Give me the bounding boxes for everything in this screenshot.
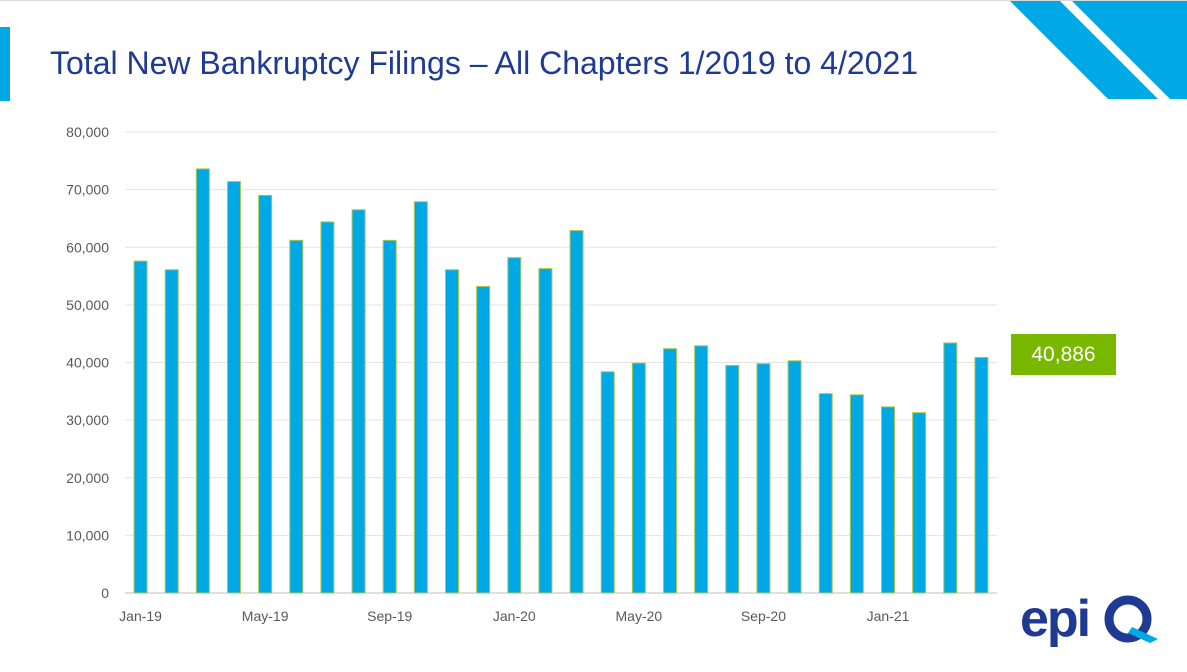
- bar-apr-21: [974, 356, 989, 594]
- bar-feb-19: [164, 269, 179, 594]
- bar-mar-21: [943, 342, 958, 594]
- chart-title: Total New Bankruptcy Filings – All Chapt…: [50, 45, 919, 81]
- gridlines: [125, 131, 997, 594]
- bar-dec-19: [476, 285, 491, 594]
- y-tick-label: 70,000: [66, 182, 109, 198]
- bar-feb-20: [538, 268, 553, 594]
- bar-oct-19: [413, 201, 428, 594]
- svg-text:epi: epi: [1020, 591, 1089, 648]
- bar-mar-20: [569, 230, 584, 594]
- bar-sep-19: [382, 239, 397, 594]
- bars: [133, 168, 989, 594]
- y-tick-label: 0: [101, 585, 109, 601]
- bar-jan-19: [133, 260, 148, 594]
- bar-oct-20: [787, 360, 802, 594]
- bar-apr-19: [227, 181, 241, 594]
- bar-jul-20: [694, 345, 709, 594]
- x-tick-label: Jan-19: [119, 608, 162, 624]
- bar-aug-19: [351, 209, 366, 594]
- y-tick-label: 40,000: [66, 355, 109, 371]
- y-axis-tick-labels: 0 10,000 20,000 30,000 40,000 50,000 60,000 70,…: [66, 124, 109, 601]
- bar-aug-20: [725, 364, 740, 594]
- y-tick-label: 10,000: [66, 527, 109, 543]
- bar-nov-20: [818, 393, 833, 594]
- bar-may-20: [631, 362, 646, 594]
- bar-sep-20: [756, 363, 771, 594]
- x-tick-label: Sep-19: [367, 608, 412, 624]
- y-tick-label: 30,000: [66, 412, 109, 428]
- x-axis-tick-labels: Jan-19 May-19 Sep-19 Jan-20 May-20 Sep-20 Jan-…: [119, 608, 909, 624]
- bar-jun-20: [663, 348, 677, 594]
- bar-mar-19: [195, 168, 210, 594]
- epiq-logo: epi: [1020, 591, 1158, 648]
- bar-nov-19: [445, 269, 459, 594]
- bar-jun-19: [289, 239, 304, 594]
- x-tick-label: Jan-20: [493, 608, 536, 624]
- bar-dec-20: [849, 394, 864, 594]
- bar-may-19: [258, 194, 273, 594]
- x-tick-label: May-20: [616, 608, 663, 624]
- y-tick-label: 80,000: [66, 124, 109, 140]
- y-tick-label: 20,000: [66, 470, 109, 486]
- y-tick-label: 50,000: [66, 297, 109, 313]
- x-tick-label: Sep-20: [741, 608, 786, 624]
- corner-stripes-decoration: [1010, 1, 1187, 99]
- x-tick-label: Jan-21: [867, 608, 910, 624]
- title-accent-bar: [0, 27, 10, 101]
- bar-jul-19: [320, 221, 335, 594]
- bar-jan-20: [507, 257, 522, 594]
- x-tick-label: May-19: [242, 608, 289, 624]
- bar-apr-20: [600, 371, 615, 594]
- bar-jan-21: [881, 406, 895, 594]
- y-tick-label: 60,000: [66, 239, 109, 255]
- latest-value-callout: 40,886: [1011, 334, 1116, 375]
- bar-feb-21: [912, 412, 927, 594]
